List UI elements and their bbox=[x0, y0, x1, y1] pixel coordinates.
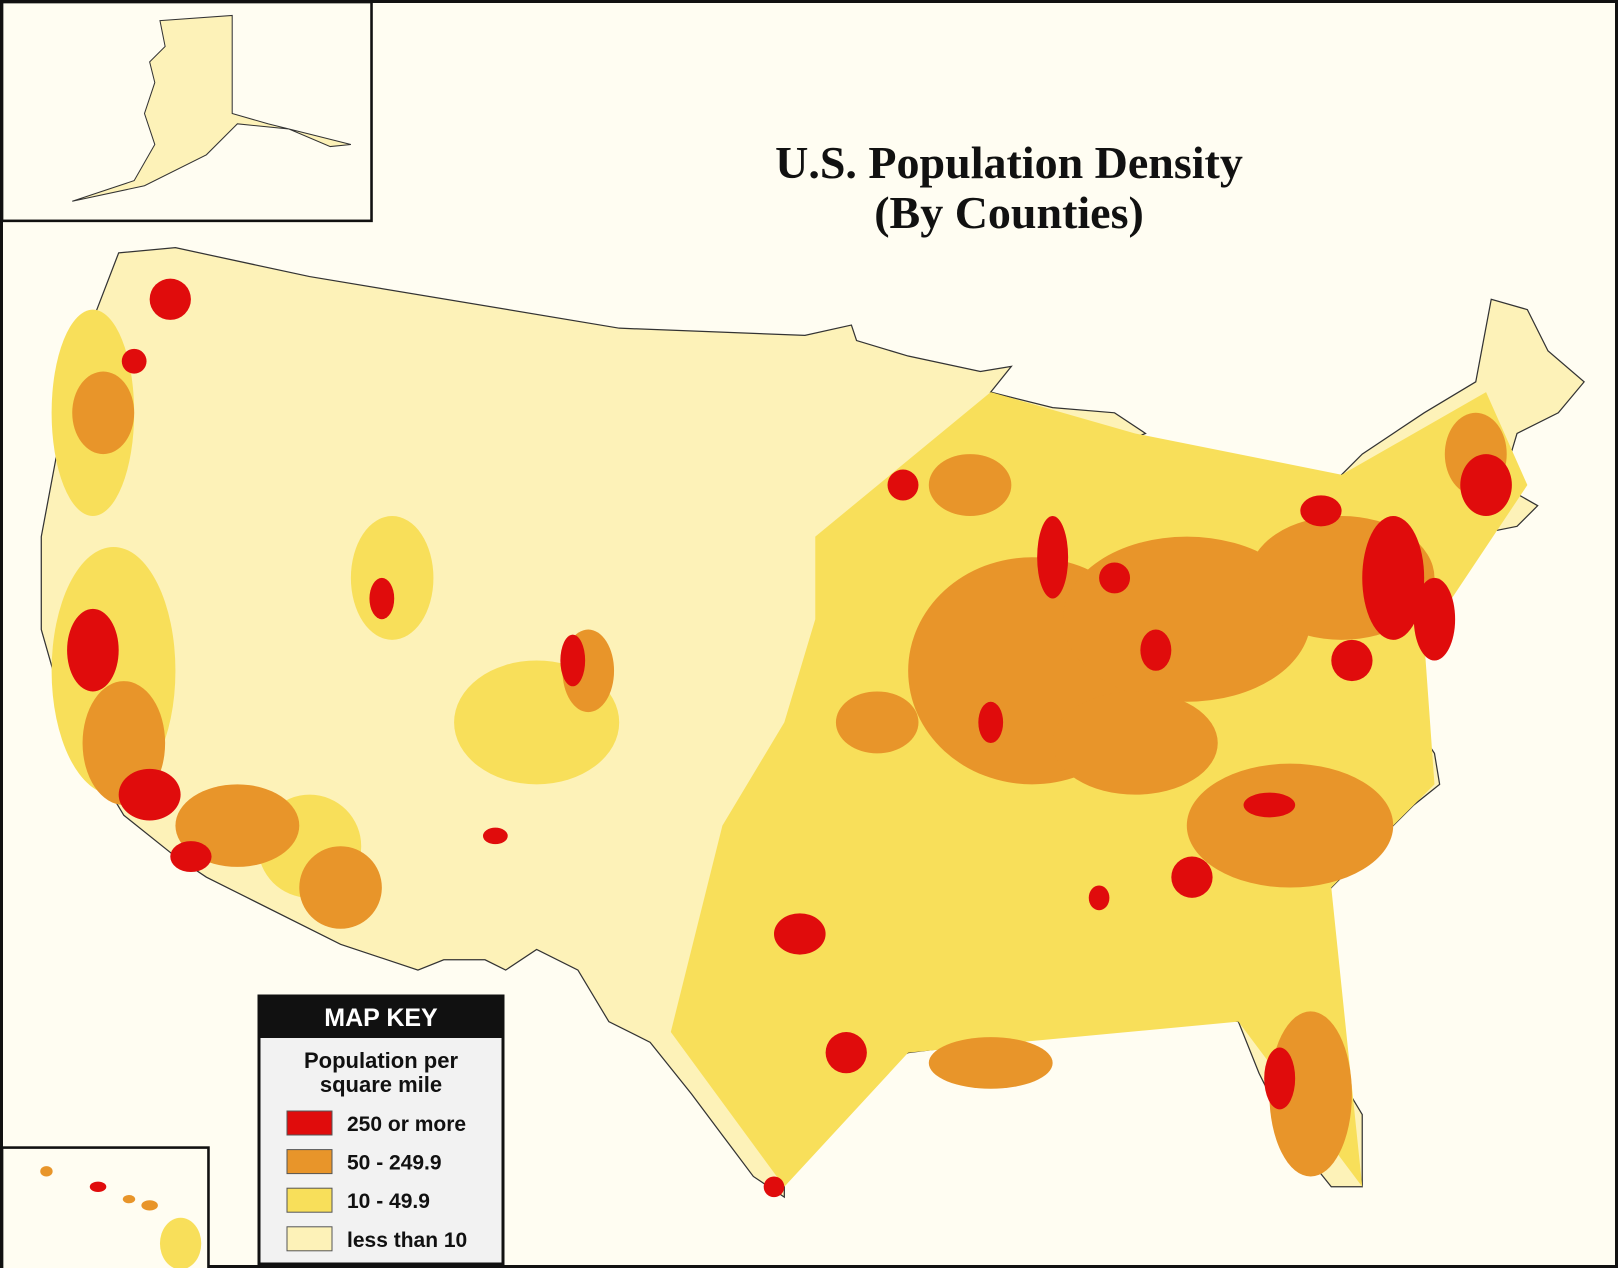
county-region bbox=[1331, 639, 1373, 682]
county-region bbox=[928, 454, 1012, 516]
county-region bbox=[1413, 577, 1456, 661]
title-line-1: U.S. Population Density bbox=[775, 137, 1243, 188]
county-region bbox=[40, 1166, 53, 1177]
county-region bbox=[369, 577, 395, 620]
legend-swatch bbox=[286, 1187, 333, 1213]
county-region bbox=[1269, 1011, 1352, 1177]
legend-label: 10 - 49.9 bbox=[347, 1190, 430, 1213]
county-region bbox=[1171, 856, 1213, 898]
legend-swatch bbox=[286, 1110, 333, 1136]
county-region bbox=[121, 348, 147, 374]
county-region bbox=[118, 768, 181, 821]
county-region bbox=[122, 1195, 136, 1204]
county-region bbox=[89, 1181, 107, 1192]
county-region bbox=[1099, 562, 1131, 594]
county-region bbox=[175, 784, 300, 867]
county-region bbox=[1186, 763, 1394, 888]
legend-swatch bbox=[286, 1226, 333, 1252]
county-region bbox=[350, 516, 434, 640]
county-region bbox=[978, 701, 1004, 744]
county-region bbox=[1264, 1047, 1296, 1110]
alaska bbox=[72, 14, 352, 202]
map-geography bbox=[0, 0, 1585, 1268]
county-region bbox=[1362, 516, 1425, 640]
key-subtitle: Population per bbox=[304, 1048, 458, 1073]
county-region bbox=[773, 913, 826, 955]
county-region bbox=[170, 841, 212, 873]
county-region bbox=[159, 1217, 202, 1268]
county-region bbox=[482, 827, 508, 845]
county-region bbox=[835, 691, 919, 754]
county-region bbox=[887, 469, 919, 501]
county-region bbox=[149, 278, 191, 320]
county-region bbox=[141, 1200, 158, 1211]
county-region bbox=[1052, 691, 1218, 795]
county-region bbox=[1088, 885, 1110, 911]
county-region bbox=[825, 1032, 867, 1074]
key-header-bar bbox=[259, 996, 503, 1038]
key-header: MAP KEY bbox=[324, 1004, 438, 1032]
county-region bbox=[1300, 495, 1342, 527]
county-region bbox=[67, 608, 119, 692]
county-region bbox=[1460, 454, 1512, 516]
title-line-2: (By Counties) bbox=[874, 187, 1144, 238]
county-region bbox=[299, 846, 382, 929]
county-region bbox=[560, 634, 586, 687]
legend-label: 250 or more bbox=[347, 1113, 466, 1136]
county-region bbox=[72, 371, 135, 455]
legend-label: less than 10 bbox=[347, 1229, 467, 1252]
key-subtitle: square mile bbox=[320, 1072, 442, 1097]
legend-swatch bbox=[286, 1149, 333, 1175]
county-region bbox=[928, 1037, 1053, 1089]
legend-label: 50 - 249.9 bbox=[347, 1152, 442, 1175]
county-region bbox=[1243, 792, 1296, 818]
county-region bbox=[1140, 629, 1172, 671]
county-region bbox=[763, 1176, 785, 1198]
county-region bbox=[1037, 516, 1069, 599]
